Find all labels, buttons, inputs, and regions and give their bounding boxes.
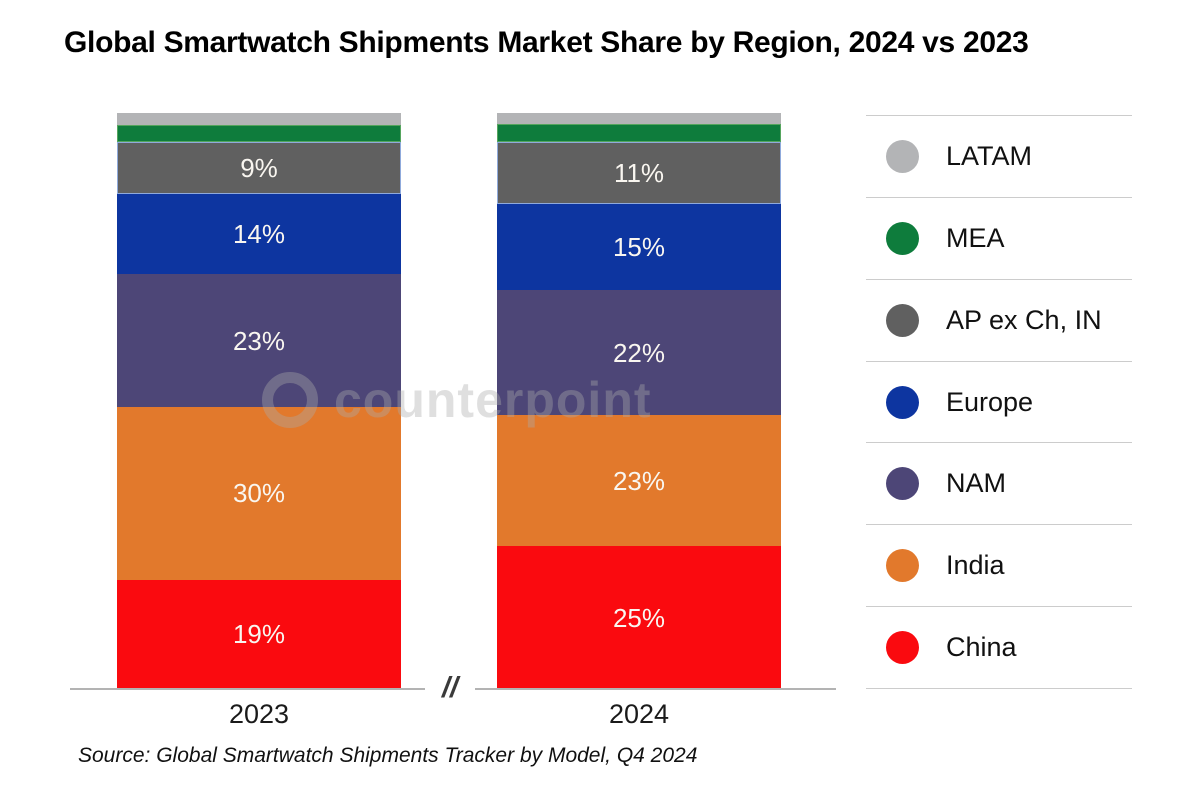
bar-segment-label: 23% [232, 325, 286, 356]
bar-segment-china-2024: 25% [497, 546, 781, 689]
bar-segment-ap-ex-ch-in-2023: 9% [117, 141, 401, 194]
stacked-bar-2024: 25% 23% 22% 15% 11% [497, 113, 781, 689]
bar-segment-label: 9% [240, 152, 278, 183]
legend-label: India [946, 550, 1005, 581]
legend-row-india: India [866, 524, 1132, 606]
legend-row-europe: Europe [866, 360, 1132, 443]
bar-segment-label: 23% [612, 465, 666, 496]
legend: LATAM MEA AP ex Ch, IN Europe NAM India China [866, 115, 1132, 689]
legend-label: MEA [946, 222, 1005, 253]
x-label-2023: 2023 [228, 699, 290, 729]
bar-segment-europe-2023: 14% [117, 193, 401, 275]
page-title: Global Smartwatch Shipments Market Share… [64, 26, 1029, 59]
bar-segment-label: 25% [612, 602, 666, 633]
legend-row-nam: NAM [866, 442, 1132, 524]
legend-label: LATAM [946, 140, 1033, 171]
legend-label: AP ex Ch, IN [946, 304, 1102, 335]
bar-segment-nam-2024: 22% [497, 289, 781, 416]
source-note: Source: Global Smartwatch Shipments Trac… [78, 744, 698, 767]
x-label-2024: 2024 [608, 699, 670, 729]
bar-segment-label: 14% [232, 218, 286, 249]
bar-segment-china-2023: 19% [117, 579, 401, 689]
legend-row-mea: MEA [866, 196, 1132, 279]
bar-segment-india-2023: 30% [117, 406, 401, 580]
bar-segment-india-2024: 23% [497, 415, 781, 547]
legend-color-dot-icon [886, 385, 919, 419]
legend-row-latam: LATAM [866, 115, 1132, 197]
legend-color-dot-icon [886, 467, 919, 501]
bar-segment-label: 30% [232, 478, 286, 509]
legend-color-dot-icon [886, 631, 919, 665]
bar-segment-latam-2023 [117, 113, 401, 125]
bar-segment-europe-2024: 15% [497, 204, 781, 290]
bar-segment-label: 19% [232, 619, 286, 650]
bar-segment-ap-ex-ch-in-2024: 11% [497, 141, 781, 205]
legend-color-dot-icon [886, 549, 919, 583]
legend-label: Europe [946, 386, 1034, 417]
legend-row-ap-ex-ch-in: AP ex Ch, IN [866, 278, 1132, 361]
bar-segment-mea-2023 [117, 124, 401, 142]
legend-label: China [946, 632, 1017, 663]
legend-color-dot-icon [886, 221, 919, 255]
bar-segment-label: 22% [612, 337, 666, 368]
axis-break-mark: // [425, 668, 475, 709]
bar-segment-latam-2024 [497, 113, 781, 125]
bar-segment-label: 15% [612, 232, 666, 263]
legend-color-dot-icon [886, 303, 919, 337]
legend-label: NAM [946, 468, 1006, 499]
bar-segment-nam-2023: 23% [117, 274, 401, 407]
bar-segment-label: 11% [613, 157, 665, 188]
stacked-bar-2023: 19% 30% 23% 14% 9% [117, 113, 401, 689]
bar-segment-mea-2024 [497, 124, 781, 142]
legend-color-dot-icon [886, 139, 919, 173]
legend-row-china: China [866, 606, 1132, 688]
